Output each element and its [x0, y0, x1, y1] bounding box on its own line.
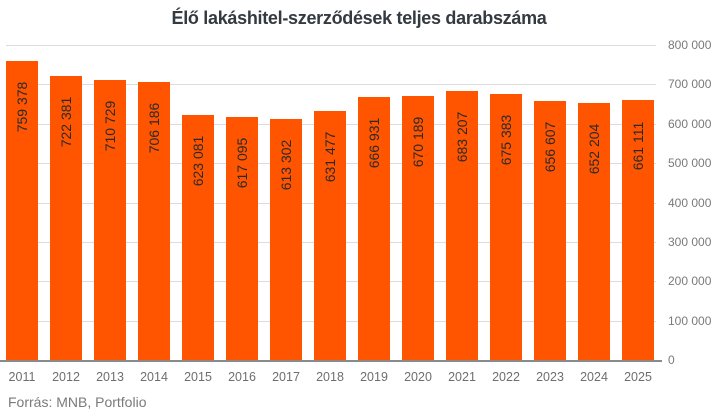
bar-value-label: 759 378 — [14, 81, 30, 133]
bar-2012[interactable]: 722 381 — [50, 75, 82, 360]
x-axis-tick-label: 2024 — [580, 370, 608, 384]
bar-value-label: 666 931 — [366, 118, 382, 169]
x-axis-tick-label: 2017 — [272, 370, 300, 384]
bar-2024[interactable]: 652 204 — [578, 103, 610, 360]
x-axis-tick-label: 2022 — [492, 370, 520, 384]
bar-value-label: 652 204 — [586, 123, 602, 175]
y-axis-tick-label: 0 — [668, 353, 675, 367]
x-axis-tick-label: 2014 — [140, 370, 168, 384]
y-axis-tick-label: 100 000 — [668, 314, 712, 328]
x-axis-tick-label: 2019 — [360, 370, 388, 384]
x-axis-tick-label: 2021 — [448, 370, 476, 384]
bar-value-label: 656 607 — [542, 122, 558, 173]
bar-2020[interactable]: 670 189 — [402, 96, 434, 360]
bar-2015[interactable]: 623 081 — [182, 114, 214, 360]
gridline — [6, 84, 656, 85]
bar-value-label: 661 111 — [630, 121, 646, 170]
bar-value-label: 706 186 — [146, 102, 162, 154]
bar-2023[interactable]: 656 607 — [534, 101, 566, 360]
bar-value-label: 623 081 — [190, 135, 206, 186]
x-axis-tick-label: 2012 — [52, 370, 80, 384]
bar-value-label: 613 302 — [278, 139, 294, 190]
chart-title: Élő lakáshitel-szerződések teljes darabs… — [171, 8, 547, 28]
bar-value-label: 722 381 — [58, 96, 74, 147]
bar-value-label: 675 383 — [498, 114, 514, 166]
bar-2013[interactable]: 710 729 — [94, 80, 126, 360]
x-axis-tick-label: 2018 — [316, 370, 344, 384]
x-axis-tick-label: 2013 — [96, 370, 124, 384]
bar-value-label: 710 729 — [102, 100, 118, 152]
y-axis-tick-label: 400 000 — [668, 196, 712, 210]
x-axis-tick-label: 2011 — [8, 370, 36, 384]
y-axis-tick-label: 600 000 — [668, 117, 712, 131]
y-axis-tick-label: 200 000 — [668, 274, 712, 288]
bar-2025[interactable]: 661 111 — [622, 99, 654, 360]
y-axis-tick-label: 800 000 — [668, 38, 712, 52]
bar-2014[interactable]: 706 186 — [138, 81, 170, 360]
y-axis-tick-label: 700 000 — [668, 77, 712, 91]
source-note: Forrás: MNB, Portfolio — [8, 394, 147, 410]
bar-2016[interactable]: 617 095 — [226, 117, 258, 360]
bar-2022[interactable]: 675 383 — [490, 94, 522, 360]
bar-value-label: 617 095 — [234, 137, 250, 189]
bar-2019[interactable]: 666 931 — [358, 97, 390, 360]
bar-value-label: 670 189 — [410, 116, 426, 168]
bar-2017[interactable]: 613 302 — [270, 118, 302, 360]
bar-2011[interactable]: 759 378 — [6, 60, 38, 360]
y-axis-tick-label: 300 000 — [668, 235, 712, 249]
x-axis-tick-label: 2020 — [404, 370, 432, 384]
x-axis-baseline — [0, 360, 662, 362]
x-axis-tick-label: 2015 — [184, 370, 212, 384]
gridline — [6, 45, 656, 46]
bar-2018[interactable]: 631 477 — [314, 111, 346, 360]
bar-value-label: 683 207 — [454, 111, 470, 163]
x-axis-tick-label: 2025 — [624, 370, 652, 384]
y-axis-tick-label: 500 000 — [668, 156, 712, 170]
bar-value-label: 631 477 — [322, 132, 338, 183]
x-axis-tick-label: 2016 — [228, 370, 256, 384]
bar-2021[interactable]: 683 207 — [446, 90, 478, 360]
x-axis-tick-label: 2023 — [536, 370, 564, 384]
